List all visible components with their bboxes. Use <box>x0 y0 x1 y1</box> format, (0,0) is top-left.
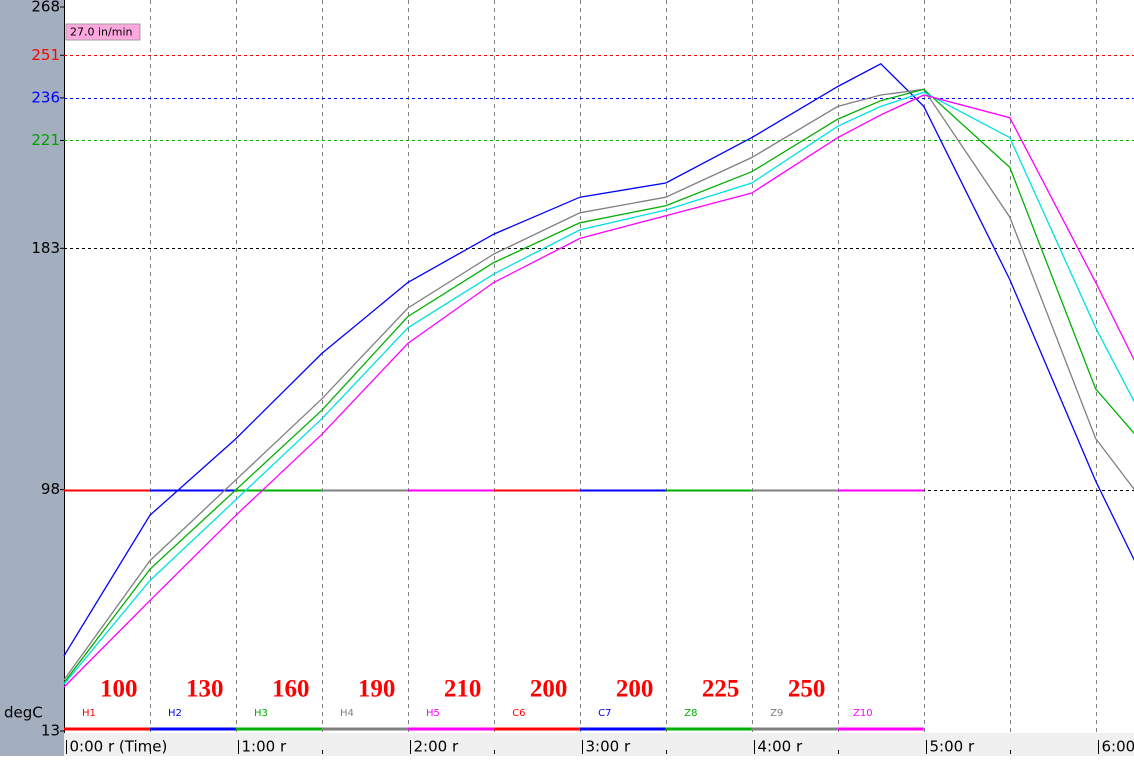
x-tick-label: 5:00 r <box>930 738 975 756</box>
x-tick-label: 6:00 r <box>1102 738 1134 756</box>
zone-setpoint: 100 <box>100 676 138 703</box>
zone-label: C7 <box>598 708 611 719</box>
zone-label: Z8 <box>684 708 697 719</box>
zone-setpoint: 210 <box>444 676 482 703</box>
x-tick-label: 3:00 r <box>586 738 631 756</box>
x-tick-label: 2:00 r <box>414 738 459 756</box>
plot-area <box>64 0 1134 733</box>
zone-label: Z9 <box>770 708 783 719</box>
zone-label: H5 <box>426 708 440 719</box>
y-axis-panel <box>0 0 64 756</box>
zone-setpoint: 200 <box>616 676 654 703</box>
y-tick-label: 236 <box>31 88 60 106</box>
zone-setpoint: 225 <box>702 676 740 703</box>
zone-setpoint: 250 <box>788 676 826 703</box>
y-tick-label: 183 <box>31 239 60 257</box>
y-axis-label: degC <box>4 704 43 722</box>
zone-label: H4 <box>340 708 354 719</box>
y-tick-label: 98 <box>41 480 60 498</box>
y-tick-label: 268 <box>31 0 60 16</box>
zone-label: C6 <box>512 708 525 719</box>
zone-label: Z10 <box>853 708 873 719</box>
zone-setpoint: 200 <box>530 676 568 703</box>
badge: 27.0 in/min <box>70 26 132 39</box>
zone-setpoint: 190 <box>358 676 396 703</box>
x-tick-label: 0:00 r (Time) <box>70 738 168 756</box>
zone-label: H3 <box>254 708 268 719</box>
y-tick-label: 13 <box>41 722 60 740</box>
zone-label: H2 <box>168 708 182 719</box>
zone-setpoint: 130 <box>186 676 224 703</box>
x-tick-label: 4:00 r <box>758 738 803 756</box>
y-tick-label: 251 <box>31 46 60 64</box>
x-tick-label: 1:00 r <box>242 738 287 756</box>
y-tick-label: 221 <box>31 131 60 149</box>
zone-label: H1 <box>82 708 96 719</box>
zone-setpoint: 160 <box>272 676 310 703</box>
